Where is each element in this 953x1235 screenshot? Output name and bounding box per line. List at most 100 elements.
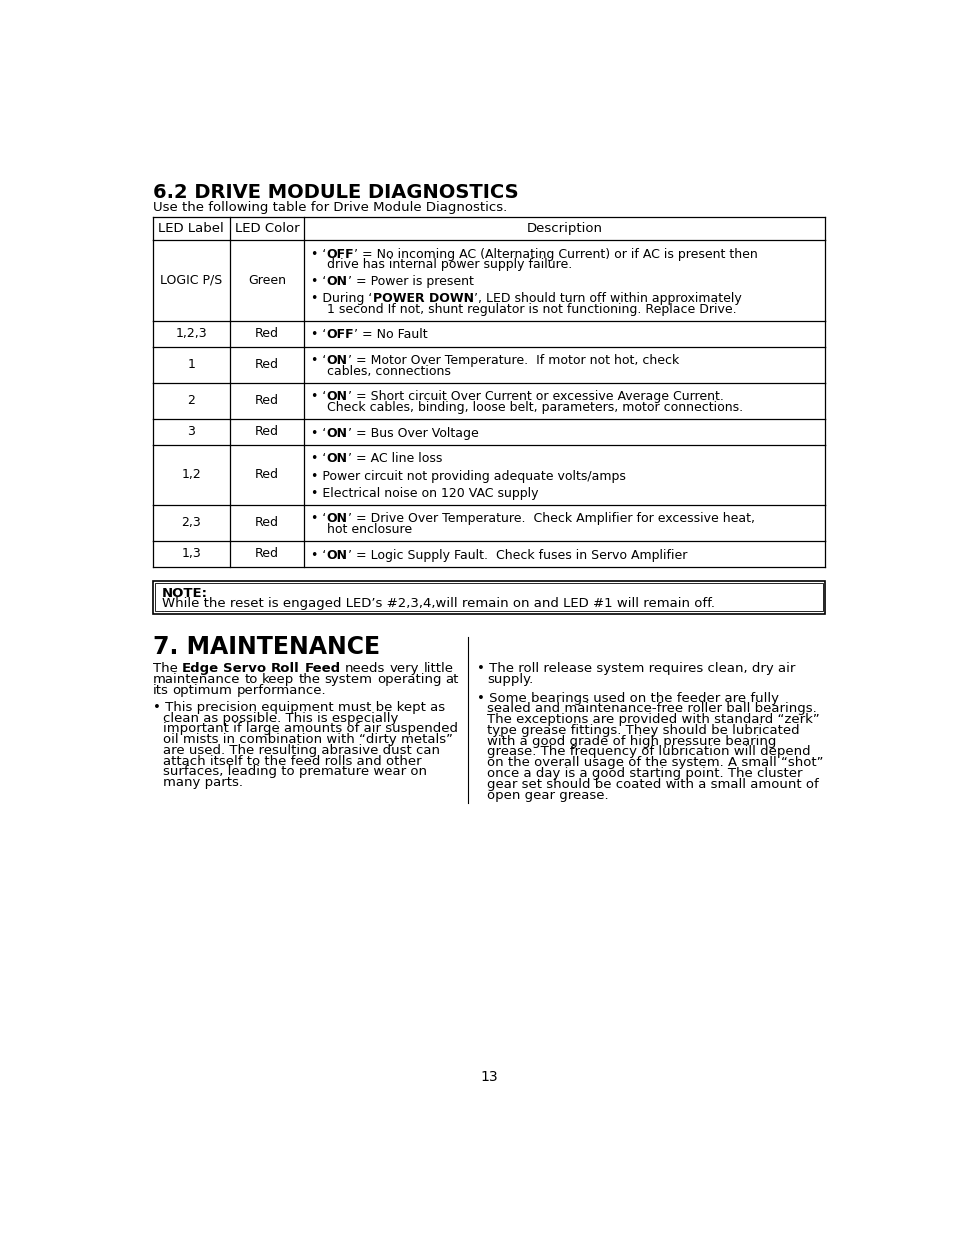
FancyBboxPatch shape — [152, 580, 824, 614]
Text: Description: Description — [526, 222, 602, 235]
Text: NOTE:: NOTE: — [162, 587, 208, 600]
Text: Servo: Servo — [223, 662, 266, 676]
Text: 1,2,3: 1,2,3 — [175, 327, 207, 340]
Text: Red: Red — [254, 425, 278, 438]
Text: • Electrical noise on 120 VAC supply: • Electrical noise on 120 VAC supply — [311, 487, 538, 500]
Text: ’ = No incoming AC (Alternating Current) or if AC is present then: ’ = No incoming AC (Alternating Current)… — [354, 247, 758, 261]
Text: Use the following table for Drive Module Diagnostics.: Use the following table for Drive Module… — [152, 201, 506, 215]
Text: important if large amounts of air suspended: important if large amounts of air suspen… — [162, 722, 457, 735]
Text: maintenance: maintenance — [152, 673, 240, 685]
Text: with a good grade of high pressure bearing: with a good grade of high pressure beari… — [487, 735, 776, 747]
Text: ’ = AC line loss: ’ = AC line loss — [347, 452, 441, 466]
Text: Edge: Edge — [181, 662, 218, 676]
Text: are used. The resulting abrasive dust can: are used. The resulting abrasive dust ca… — [162, 743, 439, 757]
Text: • ‘: • ‘ — [311, 390, 326, 404]
Text: 1: 1 — [187, 358, 195, 370]
Text: • ‘: • ‘ — [311, 275, 326, 288]
Text: operating: operating — [376, 673, 441, 685]
Text: system: system — [324, 673, 373, 685]
Text: Red: Red — [254, 394, 278, 408]
Text: • During ‘: • During ‘ — [311, 293, 373, 305]
Text: surfaces, leading to premature wear on: surfaces, leading to premature wear on — [162, 766, 426, 778]
Text: performance.: performance. — [236, 684, 326, 697]
Text: once a day is a good starting point. The cluster: once a day is a good starting point. The… — [487, 767, 802, 781]
Text: 2: 2 — [187, 394, 195, 408]
Text: at: at — [445, 673, 458, 685]
Text: • ‘: • ‘ — [311, 329, 326, 341]
Text: OFF: OFF — [326, 329, 354, 341]
Text: many parts.: many parts. — [162, 777, 242, 789]
Text: Red: Red — [254, 516, 278, 530]
Text: Roll: Roll — [271, 662, 299, 676]
Text: ON: ON — [326, 354, 347, 367]
Text: • ‘: • ‘ — [311, 452, 326, 466]
Text: • ‘: • ‘ — [311, 426, 326, 440]
Text: Red: Red — [254, 358, 278, 370]
Text: its: its — [152, 684, 169, 697]
Text: 1 second If not, shunt regulator is not functioning. Replace Drive.: 1 second If not, shunt regulator is not … — [311, 303, 737, 316]
Text: 6.2 DRIVE MODULE DIAGNOSTICS: 6.2 DRIVE MODULE DIAGNOSTICS — [152, 183, 517, 201]
Text: The exceptions are provided with standard “zerk”: The exceptions are provided with standar… — [487, 713, 820, 726]
Text: • ‘: • ‘ — [311, 548, 326, 562]
Text: 13: 13 — [479, 1070, 497, 1084]
Text: 2,3: 2,3 — [181, 516, 201, 530]
Text: needs: needs — [345, 662, 385, 676]
Text: type grease fittings. They should be lubricated: type grease fittings. They should be lub… — [487, 724, 800, 737]
Text: While the reset is engaged LED’s #2,3,4,will remain on and LED #1 will remain of: While the reset is engaged LED’s #2,3,4,… — [162, 598, 714, 610]
Text: to: to — [244, 673, 257, 685]
Text: POWER DOWN: POWER DOWN — [373, 293, 474, 305]
Text: ON: ON — [326, 548, 347, 562]
Text: ON: ON — [326, 513, 347, 525]
Text: 7. MAINTENANCE: 7. MAINTENANCE — [152, 635, 379, 659]
FancyBboxPatch shape — [154, 583, 822, 611]
Text: drive has internal power supply failure.: drive has internal power supply failure. — [311, 258, 572, 270]
Text: on the overall usage of the system. A small “shot”: on the overall usage of the system. A sm… — [487, 756, 823, 769]
Text: oil mists in combination with “dirty metals”: oil mists in combination with “dirty met… — [162, 734, 452, 746]
Text: ’ = Bus Over Voltage: ’ = Bus Over Voltage — [347, 426, 478, 440]
Text: attach itself to the feed rolls and other: attach itself to the feed rolls and othe… — [162, 755, 421, 768]
Text: ON: ON — [326, 426, 347, 440]
Text: LED Label: LED Label — [158, 222, 224, 235]
Text: • Power circuit not providing adequate volts/amps: • Power circuit not providing adequate v… — [311, 469, 626, 483]
Text: keep: keep — [262, 673, 294, 685]
Text: ’, LED should turn off within approximately: ’, LED should turn off within approximat… — [474, 293, 740, 305]
Text: • The roll release system requires clean, dry air: • The roll release system requires clean… — [476, 662, 795, 676]
Text: ’ = Motor Over Temperature.  If motor not hot, check: ’ = Motor Over Temperature. If motor not… — [347, 354, 679, 367]
Text: the: the — [298, 673, 320, 685]
Text: hot enclosure: hot enclosure — [311, 522, 412, 536]
Text: ’ = Power is present: ’ = Power is present — [347, 275, 473, 288]
Text: • This precision equipment must be kept as: • This precision equipment must be kept … — [152, 700, 444, 714]
Text: The: The — [152, 662, 177, 676]
Text: little: little — [423, 662, 453, 676]
Text: open gear grease.: open gear grease. — [487, 788, 608, 802]
Text: very: very — [389, 662, 418, 676]
Text: 3: 3 — [187, 425, 195, 438]
Text: ’ = Short circuit Over Current or excessive Average Current.: ’ = Short circuit Over Current or excess… — [347, 390, 722, 404]
Text: • Some bearings used on the feeder are fully: • Some bearings used on the feeder are f… — [476, 692, 779, 704]
Text: Feed: Feed — [304, 662, 340, 676]
Text: ’ = Logic Supply Fault.  Check fuses in Servo Amplifier: ’ = Logic Supply Fault. Check fuses in S… — [347, 548, 686, 562]
Text: Red: Red — [254, 468, 278, 482]
Text: LOGIC P/S: LOGIC P/S — [160, 274, 222, 287]
Text: 1,3: 1,3 — [181, 547, 201, 561]
Text: ’ = No Fault: ’ = No Fault — [354, 329, 428, 341]
Text: gear set should be coated with a small amount of: gear set should be coated with a small a… — [487, 778, 819, 790]
Text: Green: Green — [248, 274, 286, 287]
Text: Red: Red — [254, 547, 278, 561]
Text: cables, connections: cables, connections — [311, 364, 451, 378]
Text: Check cables, binding, loose belt, parameters, motor connections.: Check cables, binding, loose belt, param… — [311, 401, 742, 414]
Text: • ‘: • ‘ — [311, 513, 326, 525]
Text: clean as possible. This is especially: clean as possible. This is especially — [162, 711, 397, 725]
Text: ON: ON — [326, 275, 347, 288]
Text: grease. The frequency of lubrication will depend: grease. The frequency of lubrication wil… — [487, 746, 810, 758]
Text: • ‘: • ‘ — [311, 247, 326, 261]
Text: ’ = Drive Over Temperature.  Check Amplifier for excessive heat,: ’ = Drive Over Temperature. Check Amplif… — [347, 513, 754, 525]
Text: Red: Red — [254, 327, 278, 340]
Text: ON: ON — [326, 390, 347, 404]
Text: • ‘: • ‘ — [311, 354, 326, 367]
Text: ON: ON — [326, 452, 347, 466]
Text: LED Color: LED Color — [234, 222, 299, 235]
Text: OFF: OFF — [326, 247, 354, 261]
Text: 1,2: 1,2 — [181, 468, 201, 482]
Text: sealed and maintenance-free roller ball bearings.: sealed and maintenance-free roller ball … — [487, 703, 817, 715]
